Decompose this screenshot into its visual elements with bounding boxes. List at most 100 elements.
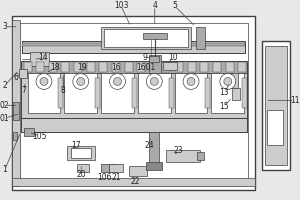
Text: 106: 106 [97, 173, 111, 182]
Text: 1601: 1601 [136, 63, 155, 72]
Bar [21, 61, 247, 73]
Text: 6: 6 [13, 73, 18, 82]
Bar [30, 52, 50, 66]
Bar [132, 78, 137, 108]
Bar [163, 62, 177, 70]
Circle shape [77, 77, 85, 85]
Bar [12, 178, 255, 186]
Circle shape [40, 77, 48, 85]
Bar [196, 27, 206, 49]
Circle shape [224, 77, 232, 85]
Bar [22, 43, 245, 46]
Circle shape [146, 73, 162, 89]
Bar [87, 62, 95, 72]
Bar [175, 73, 207, 113]
Bar [267, 110, 283, 145]
Text: 5: 5 [172, 1, 177, 10]
Bar [265, 46, 287, 165]
Bar [77, 164, 89, 172]
Bar [95, 78, 100, 108]
Text: 22: 22 [130, 177, 140, 186]
Bar [169, 78, 174, 108]
Circle shape [183, 73, 199, 89]
Circle shape [73, 73, 89, 89]
Bar [213, 62, 221, 72]
Circle shape [36, 73, 52, 89]
Bar [71, 148, 91, 158]
Text: 18: 18 [51, 63, 60, 72]
Text: 105: 105 [32, 132, 47, 141]
Bar [188, 62, 196, 72]
Bar [61, 62, 69, 72]
Bar [99, 62, 107, 72]
Bar [24, 128, 34, 136]
Text: 2: 2 [2, 81, 7, 90]
Text: 13: 13 [220, 88, 229, 97]
Bar [101, 73, 134, 113]
Bar [138, 73, 171, 113]
Bar [36, 62, 44, 72]
Bar [143, 33, 167, 39]
Bar [196, 152, 205, 160]
Bar [137, 62, 145, 72]
Text: 14: 14 [39, 53, 48, 62]
Bar [232, 88, 240, 100]
Bar [149, 132, 159, 166]
Bar [175, 62, 183, 72]
Bar [21, 118, 247, 132]
Bar [24, 62, 32, 72]
Bar [226, 62, 234, 72]
Circle shape [220, 73, 236, 89]
Circle shape [187, 77, 195, 85]
Bar [150, 62, 158, 72]
Text: 01: 01 [0, 114, 10, 123]
Bar [49, 62, 57, 72]
Bar [13, 102, 19, 120]
Circle shape [110, 73, 125, 89]
Text: 4: 4 [152, 1, 157, 10]
Text: 02: 02 [0, 101, 10, 110]
Bar [149, 55, 161, 73]
Bar [124, 62, 133, 72]
Bar [67, 146, 95, 160]
Bar [12, 16, 255, 190]
Bar [101, 27, 190, 49]
Bar [238, 62, 246, 72]
Bar [19, 69, 27, 78]
Bar [58, 78, 63, 108]
Text: 9: 9 [142, 53, 147, 62]
Text: 23: 23 [174, 146, 183, 155]
Bar [22, 41, 245, 53]
Text: 16: 16 [111, 63, 121, 72]
Text: 17: 17 [71, 141, 81, 150]
Text: 15: 15 [220, 102, 229, 111]
Bar [19, 23, 248, 183]
Text: 21: 21 [111, 173, 121, 182]
Bar [12, 20, 20, 186]
Bar [104, 29, 188, 47]
Bar [242, 78, 247, 108]
Circle shape [150, 77, 158, 85]
Text: 103: 103 [114, 1, 128, 10]
Bar [112, 62, 120, 72]
Bar [109, 164, 123, 172]
Bar [74, 62, 82, 72]
Bar [230, 73, 238, 88]
Bar [64, 73, 97, 113]
Text: 1: 1 [2, 165, 7, 174]
Bar [212, 73, 244, 113]
Bar [262, 41, 290, 170]
Text: 8: 8 [61, 86, 66, 95]
Text: 24: 24 [144, 141, 154, 150]
Bar [206, 78, 210, 108]
Bar [163, 62, 170, 72]
Bar [101, 164, 117, 172]
Bar [146, 162, 162, 170]
Circle shape [113, 77, 122, 85]
Text: 20: 20 [76, 170, 86, 179]
Bar [129, 166, 147, 176]
Text: 3: 3 [2, 22, 7, 31]
Text: 7: 7 [21, 86, 26, 95]
Bar [21, 73, 247, 118]
Bar [149, 56, 159, 62]
